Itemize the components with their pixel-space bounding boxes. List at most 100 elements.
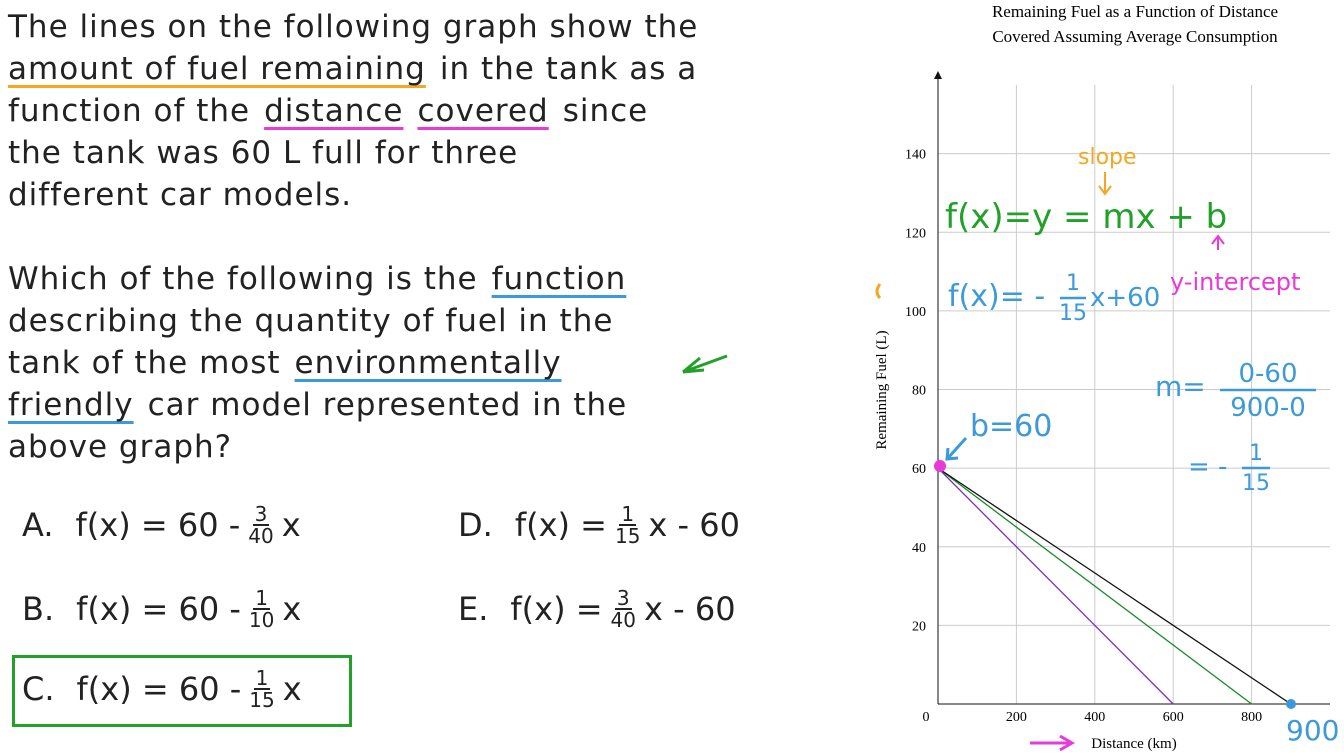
option: E. f(x) = 3 40 x - 60 <box>458 588 736 630</box>
text-segment: amount of fuel remaining <box>8 51 426 87</box>
line <box>937 467 1252 705</box>
y-tick-label: 60 <box>912 462 926 477</box>
option: A. f(x) = 60 - 3 40 x <box>22 504 301 546</box>
y-tick-label: 40 <box>912 541 926 556</box>
text-line: different car models. <box>8 174 888 216</box>
text-segment: environmentally <box>294 345 562 381</box>
text-segment: since <box>562 93 649 129</box>
option-letter: E. <box>458 590 489 628</box>
chart-title: Covered Assuming Average Consumption <box>992 27 1278 46</box>
text-line: function of the distance covered since <box>8 90 888 132</box>
numerator: 3 <box>252 502 270 526</box>
numerator: 0-60 <box>1238 359 1297 389</box>
numerator: 1 <box>253 666 271 690</box>
text-segment: describing the quantity of fuel in the <box>8 303 614 339</box>
x-tick-label: 200 <box>1006 710 1027 725</box>
dot <box>1286 699 1296 709</box>
option-expression: f(x) = <box>514 506 607 544</box>
option-expression: f(x) = 60 - <box>76 670 242 708</box>
text-segment: in the tank as a <box>439 51 698 87</box>
text-segment: tank of the most <box>8 345 281 381</box>
annotation: m= <box>1155 370 1206 403</box>
arrow <box>1030 734 1075 752</box>
annotation: b=60 <box>970 409 1052 444</box>
text-segment: above graph? <box>8 429 233 465</box>
text-line: describing the quantity of fuel in the <box>8 300 888 342</box>
paragraph: Which of the following is the function des… <box>8 258 888 468</box>
annotation: x+60 <box>1090 283 1160 313</box>
dot <box>934 460 946 472</box>
option-expression: x <box>282 670 302 708</box>
option-letter: C. <box>22 670 55 708</box>
x-tick-label: 800 <box>1241 710 1262 725</box>
annotation: = - <box>1188 452 1227 482</box>
text-segment: function of the <box>8 93 251 129</box>
text-segment: distance <box>264 93 404 129</box>
arrow <box>682 354 728 374</box>
y-axis-label: Remaining Fuel (L) <box>874 330 890 449</box>
text-line: tank of the most environmentally <box>8 342 888 384</box>
fraction: 3 40 <box>248 504 273 546</box>
option-letter: B. <box>22 590 55 628</box>
question: The lines on the following graph show th… <box>8 6 888 510</box>
y-tick-label: 20 <box>912 619 926 634</box>
denominator: 40 <box>610 608 636 632</box>
text-segment: covered <box>417 93 549 129</box>
text-segment: The lines on the following graph show th… <box>8 9 699 45</box>
fraction: 1 15 <box>249 668 274 710</box>
text-line: Which of the following is the function <box>8 258 888 300</box>
numerator: 1 <box>1066 271 1080 296</box>
denominator: 900-0 <box>1230 393 1306 423</box>
option-expression: f(x) = <box>510 590 603 628</box>
answer-box <box>12 655 352 727</box>
option: D. f(x) = 1 15 x - 60 <box>458 504 740 546</box>
y-tick-label: 140 <box>905 148 926 163</box>
text-segment: function <box>491 261 627 297</box>
arrow <box>945 436 968 461</box>
option-letter: D. <box>458 506 493 544</box>
fraction: 3 40 <box>611 588 636 630</box>
option-expression: x <box>282 590 302 628</box>
text-line: the tank was 60 L full for three <box>8 132 888 174</box>
chart-title: Remaining Fuel as a Function of Distance <box>992 2 1278 21</box>
text-segment: car model represented in the <box>147 387 628 423</box>
option: B. f(x) = 60 - 1 10 x <box>22 588 301 630</box>
denominator: 15 <box>614 524 641 548</box>
annotation: slope <box>1078 145 1137 170</box>
option-expression: x <box>281 506 301 544</box>
numerator: 1 <box>1249 441 1263 466</box>
x-tick-label: 400 <box>1084 710 1105 725</box>
option-letter: A. <box>22 506 54 544</box>
text-line: amount of fuel remaining in the tank as a <box>8 48 888 90</box>
x-tick-label: 0 <box>923 710 930 725</box>
text-line: friendly car model represented in the <box>8 384 888 426</box>
annotation: f(x)= - <box>948 279 1045 314</box>
arrow <box>1211 234 1225 250</box>
fraction: 1 10 <box>249 588 274 630</box>
text-segment: Which of the following is the <box>8 261 478 297</box>
text-segment: different car models. <box>8 177 353 213</box>
text-segment: friendly <box>8 387 134 423</box>
line <box>937 467 1174 705</box>
annotation: y-intercept <box>1170 268 1300 296</box>
fraction: 1 15 <box>615 504 640 546</box>
option-expression: x - 60 <box>644 590 736 628</box>
denominator: 15 <box>1242 471 1270 496</box>
denominator: 40 <box>248 524 274 548</box>
annotation: f(x)=y = mx + b <box>945 197 1227 237</box>
arrow <box>1098 172 1112 196</box>
option-expression: x - 60 <box>648 506 740 544</box>
denominator: 15 <box>1059 301 1087 326</box>
y-tick-label: 80 <box>912 384 926 399</box>
numerator: 1 <box>253 586 270 610</box>
denominator: 10 <box>248 608 275 632</box>
option: C. f(x) = 60 - 1 15 x <box>22 668 302 710</box>
text-segment: the tank was 60 L full for three <box>8 135 519 171</box>
text-line: The lines on the following graph show th… <box>8 6 888 48</box>
numerator: 3 <box>614 586 632 610</box>
mark <box>875 283 882 300</box>
option-expression: f(x) = 60 - <box>76 590 241 628</box>
option-expression: f(x) = 60 - <box>75 506 241 544</box>
